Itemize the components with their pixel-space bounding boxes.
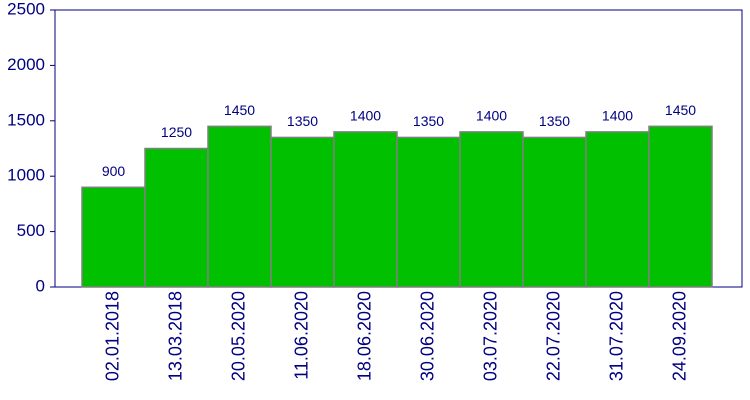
y-tick-label: 1500 [7,110,45,129]
bar [648,125,713,288]
value-label: 1350 [287,113,318,129]
x-tick-label: 31.07.2020 [606,291,626,381]
y-tick-label: 2500 [7,0,45,18]
x-tick-label: 30.06.2020 [417,291,437,381]
bar [81,186,146,288]
bar [333,131,398,288]
bar [459,131,524,288]
y-tick-label: 2000 [7,55,45,74]
x-tick-label: 02.01.2018 [102,291,122,381]
value-label: 900 [102,163,126,179]
value-label: 1350 [539,113,570,129]
x-tick-label: 18.06.2020 [354,291,374,381]
value-label: 1400 [350,108,381,124]
y-tick-label: 1000 [7,166,45,185]
value-label: 1400 [602,108,633,124]
x-tick-label: 13.03.2018 [165,291,185,381]
value-label: 1450 [665,102,696,118]
x-tick-label: 20.05.2020 [228,291,248,381]
y-tick-label: 0 [36,276,45,295]
value-label: 1400 [476,108,507,124]
bar [585,131,650,288]
bar [270,136,335,288]
x-tick-label: 22.07.2020 [543,291,563,381]
bar [144,147,209,288]
bar [207,125,272,288]
x-tick-label: 03.07.2020 [480,291,500,381]
value-label: 1250 [161,124,192,140]
bar [396,136,461,288]
x-tick-label: 24.09.2020 [669,291,689,381]
value-label: 1450 [224,102,255,118]
value-label: 1350 [413,113,444,129]
y-tick-label: 500 [17,221,45,240]
x-tick-label: 11.06.2020 [291,291,311,380]
bar [522,136,587,288]
